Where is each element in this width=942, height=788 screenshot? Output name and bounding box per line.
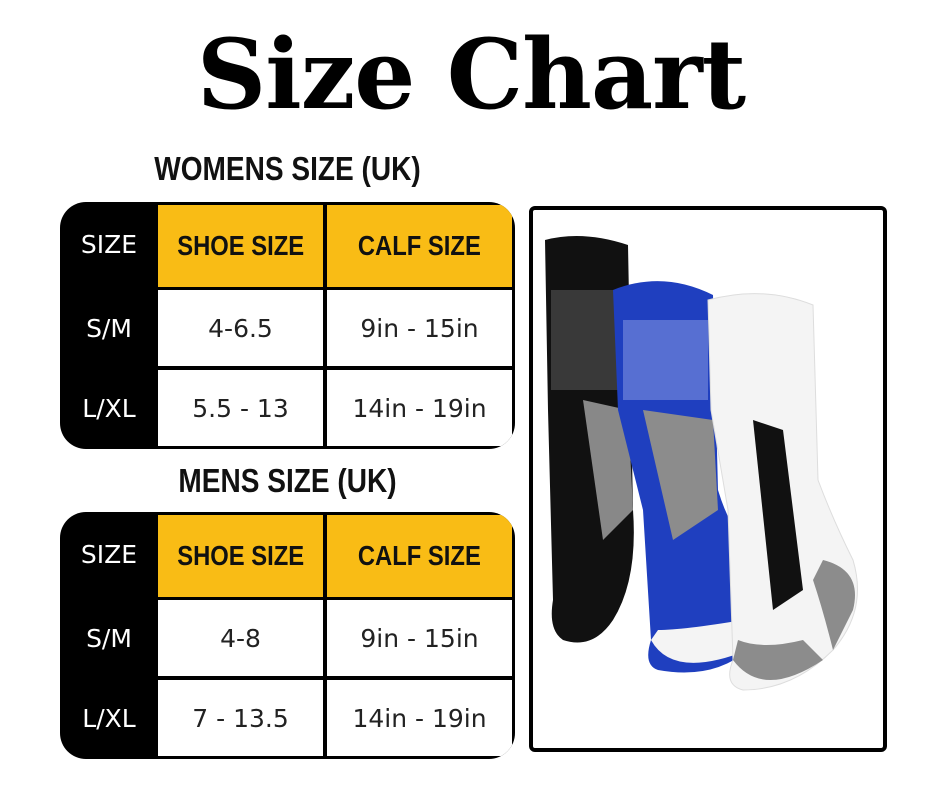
size-header: SIZE bbox=[80, 540, 138, 569]
womens-heading: WOMENS SIZE (UK) bbox=[154, 150, 421, 187]
calf-size-value: 9in - 15in bbox=[327, 290, 512, 366]
shoe-size-value: 5.5 - 13 bbox=[158, 370, 323, 446]
white-sock bbox=[707, 293, 858, 691]
calf-size-value: 14in - 19in bbox=[327, 680, 512, 756]
size-header: SIZE bbox=[80, 230, 138, 259]
size-label: S/M bbox=[86, 623, 132, 653]
calf-size-value: 9in - 15in bbox=[327, 600, 512, 676]
calf-size-header: CALF SIZE bbox=[327, 515, 512, 597]
shoe-size-header: SHOE SIZE bbox=[158, 205, 323, 287]
shoe-size-value: 4-6.5 bbox=[158, 290, 323, 366]
page-title: Size Chart bbox=[196, 18, 746, 131]
size-label: L/XL bbox=[82, 703, 136, 733]
black-sock bbox=[545, 236, 634, 643]
socks-photo bbox=[529, 206, 887, 752]
size-label: S/M bbox=[86, 313, 132, 343]
shoe-size-value: 4-8 bbox=[158, 600, 323, 676]
size-label: L/XL bbox=[82, 393, 136, 423]
womens-size-table: SIZE SHOE SIZE CALF SIZE S/M 4-6.5 9in -… bbox=[60, 202, 515, 449]
calf-size-value: 14in - 19in bbox=[327, 370, 512, 446]
compression-socks-image bbox=[545, 236, 858, 691]
blue-sock bbox=[613, 281, 768, 673]
shoe-size-value: 7 - 13.5 bbox=[158, 680, 323, 756]
calf-size-header: CALF SIZE bbox=[327, 205, 512, 287]
mens-size-table: SIZE SHOE SIZE CALF SIZE S/M 4-8 9in - 1… bbox=[60, 512, 515, 759]
shoe-size-header: SHOE SIZE bbox=[158, 515, 323, 597]
mens-heading: MENS SIZE (UK) bbox=[178, 462, 397, 499]
